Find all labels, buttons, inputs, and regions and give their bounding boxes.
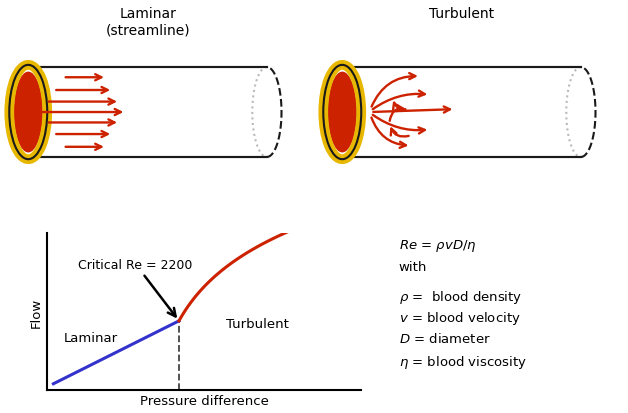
Y-axis label: Flow: Flow <box>30 297 43 327</box>
Text: $\mathit{v}$ = blood velocity: $\mathit{v}$ = blood velocity <box>399 310 521 327</box>
Ellipse shape <box>14 72 43 153</box>
Text: $\mathit{D}$ = diameter: $\mathit{D}$ = diameter <box>399 331 490 345</box>
Text: Critical Re = 2200: Critical Re = 2200 <box>78 258 193 317</box>
X-axis label: Pressure difference: Pressure difference <box>139 394 269 407</box>
Text: Turbulent: Turbulent <box>429 7 494 21</box>
Ellipse shape <box>328 72 357 153</box>
Text: Laminar
(streamline): Laminar (streamline) <box>106 7 190 37</box>
Text: with: with <box>399 260 427 273</box>
Bar <box>28 68 267 157</box>
Text: $\rho$ =  blood density: $\rho$ = blood density <box>399 288 522 305</box>
Text: $\eta$ = blood viscosity: $\eta$ = blood viscosity <box>399 353 526 370</box>
Text: Laminar: Laminar <box>64 331 118 344</box>
Bar <box>342 68 581 157</box>
Text: $\mathit{Re}$ = $\rho\mathit{v}\mathit{D}/\eta$: $\mathit{Re}$ = $\rho\mathit{v}\mathit{D… <box>399 237 477 253</box>
Text: Turbulent: Turbulent <box>226 318 289 330</box>
